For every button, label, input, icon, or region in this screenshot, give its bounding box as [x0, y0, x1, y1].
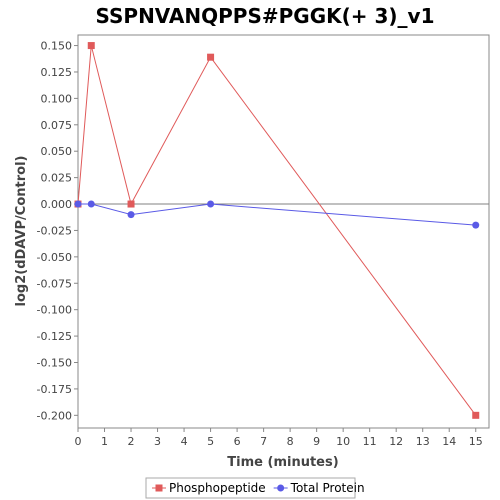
- y-tick-label: 0.050: [41, 145, 73, 158]
- series-layer: [74, 42, 480, 419]
- x-axis: 0 1 2 3 4 5 6 7 8 9 10 11 12 13 14 15: [75, 428, 483, 448]
- y-tick-label: -0.100: [37, 304, 72, 317]
- x-tick-label: 8: [287, 435, 294, 448]
- data-point-phosphopeptide: [127, 200, 135, 208]
- chart-title: SSPNVANQPPS#PGGK(+ 3)_v1: [96, 4, 435, 28]
- legend-box: [145, 477, 356, 499]
- x-tick-label: 15: [469, 435, 483, 448]
- plot-area: [77, 34, 490, 429]
- y-axis: 0.150 0.125 0.100 0.075 0.050 0.025 0.000 -0.02…: [37, 40, 78, 422]
- legend-label-total-protein: Total Protein: [290, 481, 365, 495]
- x-tick-label: 7: [260, 435, 267, 448]
- data-point-total-protein: [127, 211, 135, 219]
- y-tick-label: -0.125: [37, 330, 72, 343]
- legend: Phosphopeptide Total Protein: [145, 477, 365, 499]
- y-tick-label: 0.150: [41, 40, 73, 53]
- data-point-total-protein: [207, 200, 215, 208]
- x-tick-label: 10: [336, 435, 350, 448]
- x-tick-label: 0: [75, 435, 82, 448]
- x-tick-label: 2: [128, 435, 135, 448]
- y-tick-label: 0.000: [41, 198, 73, 211]
- x-tick-label: 9: [313, 435, 320, 448]
- legend-label-phosphopeptide: Phosphopeptide: [169, 481, 266, 495]
- legend-marker-total-protein: [277, 484, 285, 492]
- x-tick-label: 5: [207, 435, 214, 448]
- x-tick-label: 11: [363, 435, 377, 448]
- x-tick-label: 4: [181, 435, 188, 448]
- data-point-phosphopeptide: [87, 42, 95, 50]
- y-tick-label: -0.050: [37, 251, 72, 264]
- y-tick-label: -0.150: [37, 357, 72, 370]
- y-tick-label: -0.075: [37, 277, 72, 290]
- y-tick-label: -0.025: [37, 224, 72, 237]
- x-axis-label: Time (minutes): [227, 455, 338, 470]
- y-tick-label: 0.100: [41, 92, 73, 105]
- data-point-total-protein: [87, 200, 95, 208]
- y-tick-label: -0.175: [37, 383, 72, 396]
- data-point-total-protein: [472, 221, 480, 229]
- x-tick-label: 1: [101, 435, 108, 448]
- y-axis-label: log2(dDAVP/Control): [14, 156, 29, 307]
- data-point-total-protein: [74, 200, 82, 208]
- y-tick-label: 0.075: [41, 119, 73, 132]
- data-point-phosphopeptide: [472, 411, 480, 419]
- x-tick-label: 3: [154, 435, 161, 448]
- x-tick-label: 12: [389, 435, 403, 448]
- legend-marker-phosphopeptide: [155, 484, 163, 492]
- x-tick-label: 6: [234, 435, 241, 448]
- y-tick-label: 0.025: [41, 172, 73, 185]
- data-point-phosphopeptide: [207, 53, 215, 61]
- x-tick-label: 13: [416, 435, 430, 448]
- x-tick-label: 14: [442, 435, 456, 448]
- y-tick-label: -0.200: [37, 409, 72, 422]
- y-tick-label: 0.125: [41, 66, 73, 79]
